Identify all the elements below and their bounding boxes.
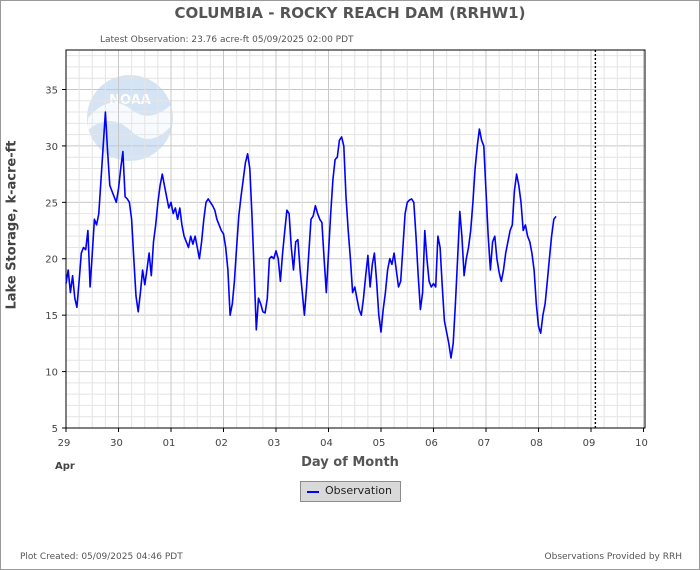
- x-tick-label: 08: [530, 438, 543, 449]
- legend-label: Observation: [325, 484, 392, 497]
- y-axis-ticks: 5 10 15 20 25 30 35: [45, 85, 66, 435]
- legend-line-swatch: [307, 491, 319, 493]
- x-tick-label: 10: [635, 438, 648, 449]
- x-tick-label: 09: [583, 438, 596, 449]
- grid: [65, 50, 645, 429]
- y-tick-label: 35: [45, 85, 58, 96]
- chart-title: COLUMBIA - ROCKY REACH DAM (RRHW1): [174, 4, 526, 22]
- x-tick-label: 30: [110, 438, 123, 449]
- month-label: Apr: [55, 461, 75, 472]
- legend: Observation: [300, 481, 401, 502]
- plot-border: [65, 49, 646, 429]
- latest-observation-label: Latest Observation: 23.76 acre-ft 05/09/…: [100, 35, 354, 45]
- y-tick-label: 5: [52, 424, 58, 435]
- noaa-logo: NOAA: [87, 75, 173, 161]
- y-tick-label: 10: [45, 368, 58, 379]
- x-tick-label: 07: [478, 438, 491, 449]
- x-tick-label: 03: [268, 438, 281, 449]
- plot-area: [65, 49, 646, 429]
- x-axis-ticks: 29 30 01 02 03 04 05 06 07 08 09 10: [58, 428, 648, 449]
- provider-label: Observations Provided by RRH: [544, 552, 682, 562]
- x-tick-label: 06: [425, 438, 438, 449]
- plot-created-label: Plot Created: 05/09/2025 04:46 PDT: [20, 552, 183, 562]
- series-group: [65, 50, 597, 428]
- y-tick-label: 25: [45, 198, 58, 209]
- x-tick-label: 04: [320, 438, 333, 449]
- x-axis-label: Day of Month: [301, 455, 399, 470]
- x-tick-label: 05: [373, 438, 386, 449]
- y-tick-label: 20: [45, 255, 58, 266]
- series-line-observation: [65, 111, 557, 359]
- y-tick-label: 30: [45, 142, 58, 153]
- x-tick-label: 01: [163, 438, 176, 449]
- y-tick-label: 15: [45, 311, 58, 322]
- x-tick-label: 02: [215, 438, 228, 449]
- x-tick-label: 29: [58, 438, 71, 449]
